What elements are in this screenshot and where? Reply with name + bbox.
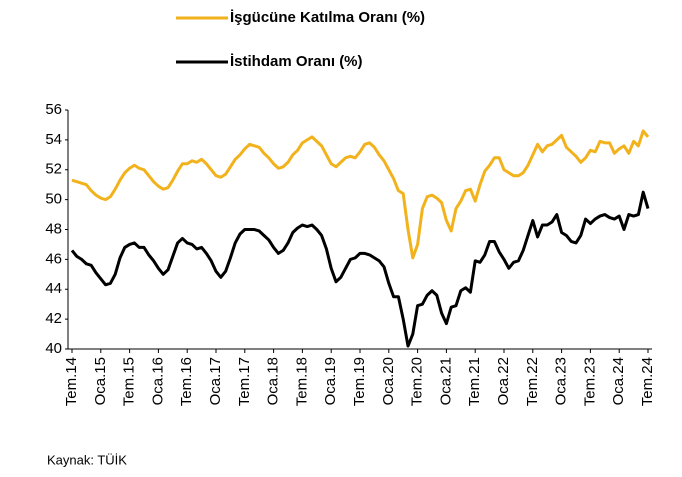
y-tick-label: 42: [45, 310, 62, 327]
x-tick-label: Tem.22: [524, 357, 541, 406]
x-tick-label: Oca.23: [553, 357, 570, 405]
series-line: [70, 190, 650, 348]
x-tick-label: Oca.22: [495, 357, 512, 405]
y-tick-label: 40: [45, 340, 62, 357]
x-tick-label: Tem.23: [581, 357, 598, 406]
x-tick-label: Oca.16: [149, 357, 166, 405]
legend-label: İşgücüne Katılma Oranı (%): [230, 9, 425, 26]
y-tick-label: 44: [45, 280, 62, 297]
y-tick-label: 48: [45, 220, 62, 237]
x-tick-label: Oca.24: [610, 357, 627, 405]
series-line: [71, 129, 650, 260]
x-tick-label: Oca.17: [207, 357, 224, 405]
y-tick-label: 56: [45, 101, 62, 118]
x-tick-label: Oca.15: [92, 357, 109, 405]
x-tick-label: Tem.19: [351, 357, 368, 406]
y-tick-label: 52: [45, 161, 62, 178]
x-tick-label: Oca.19: [322, 357, 339, 405]
x-tick-label: Oca.21: [437, 357, 454, 405]
x-tick-label: Tem.21: [466, 357, 483, 406]
x-tick-label: Oca.18: [265, 357, 282, 405]
x-tick-label: Tem.16: [178, 357, 195, 406]
source-note: Kaynak: TÜİK: [47, 452, 127, 467]
y-tick-label: 50: [45, 191, 62, 208]
x-tick-label: Tem.18: [293, 357, 310, 406]
x-tick-label: Tem.24: [639, 357, 656, 406]
legend-label: İstihdam Oranı (%): [230, 53, 363, 70]
x-tick-label: Oca.20: [380, 357, 397, 405]
x-tick-label: Tem.20: [409, 357, 426, 406]
y-tick-label: 46: [45, 250, 62, 267]
x-tick-label: Tem.15: [121, 357, 138, 406]
x-tick-label: Tem.17: [236, 357, 253, 406]
y-tick-label: 54: [45, 131, 62, 148]
x-tick-label: Tem.14: [63, 357, 80, 406]
